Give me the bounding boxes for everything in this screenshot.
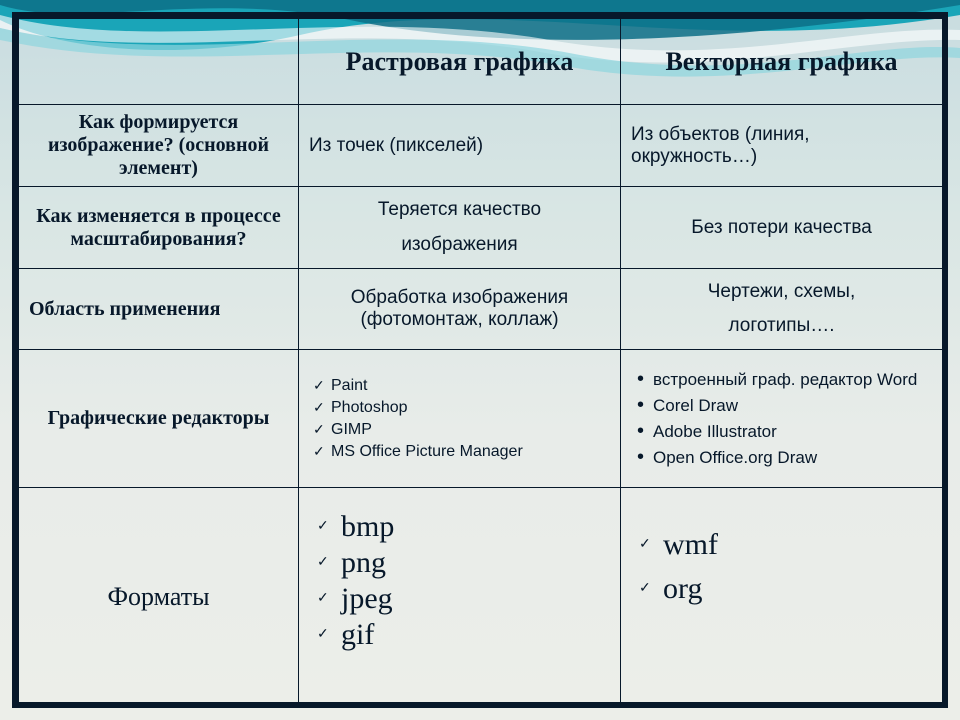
row-label-editors: Графические редакторы <box>19 350 299 488</box>
list-item: Open Office.org Draw <box>635 448 932 468</box>
header-raster: Растровая графика <box>299 19 621 105</box>
cell-vector-formats: wmf org <box>621 488 943 706</box>
cell-vector-formation: Из объектов (линия, окружность…) <box>621 105 943 187</box>
row-label-scaling: Как изменяется в процессе масштабировани… <box>19 187 299 269</box>
row-label-formats: Форматы <box>19 488 299 706</box>
row-label-formation: Как формируется изображение? (основной э… <box>19 105 299 187</box>
text-line: изображения <box>401 234 517 255</box>
list-item: Paint <box>313 377 610 395</box>
cell-vector-editors: встроенный граф. редактор Word Corel Dra… <box>621 350 943 488</box>
list-item: bmp <box>317 510 610 544</box>
cell-raster-scaling: Теряется качество изображения <box>299 187 621 269</box>
row-label-usage: Область применения <box>19 269 299 350</box>
cell-raster-formats: bmp png jpeg gif <box>299 488 621 706</box>
list-item: Adobe Illustrator <box>635 422 932 442</box>
cell-raster-usage: Обработка изображения (фотомонтаж, колла… <box>299 269 621 350</box>
vector-editors-list: встроенный граф. редактор Word Corel Dra… <box>631 370 932 468</box>
list-item: MS Office Picture Manager <box>313 443 610 461</box>
list-item: Photoshop <box>313 399 610 417</box>
list-item: org <box>639 572 932 606</box>
vector-formats-list: wmf org <box>631 508 932 606</box>
list-item: gif <box>317 618 610 652</box>
raster-formats-list: bmp png jpeg gif <box>309 510 610 652</box>
cell-raster-formation: Из точек (пикселей) <box>299 105 621 187</box>
cell-vector-usage: Чертежи, схемы, логотипы…. <box>621 269 943 350</box>
text-line: Теряется качество <box>378 199 541 220</box>
raster-editors-list: Paint Photoshop GIMP MS Office Picture M… <box>309 377 610 461</box>
text-line: логотипы…. <box>728 315 834 336</box>
cell-raster-editors: Paint Photoshop GIMP MS Office Picture M… <box>299 350 621 488</box>
list-item: Corel Draw <box>635 396 932 416</box>
list-item: jpeg <box>317 582 610 616</box>
header-vector: Векторная графика <box>621 19 943 105</box>
list-item: GIMP <box>313 421 610 439</box>
list-item: встроенный граф. редактор Word <box>635 370 932 390</box>
header-blank <box>19 19 299 105</box>
cell-vector-scaling: Без потери качества <box>621 187 943 269</box>
comparison-table: Растровая графика Векторная графика Как … <box>18 18 943 706</box>
list-item: wmf <box>639 528 932 562</box>
text-line: Чертежи, схемы, <box>708 281 855 302</box>
list-item: png <box>317 546 610 580</box>
